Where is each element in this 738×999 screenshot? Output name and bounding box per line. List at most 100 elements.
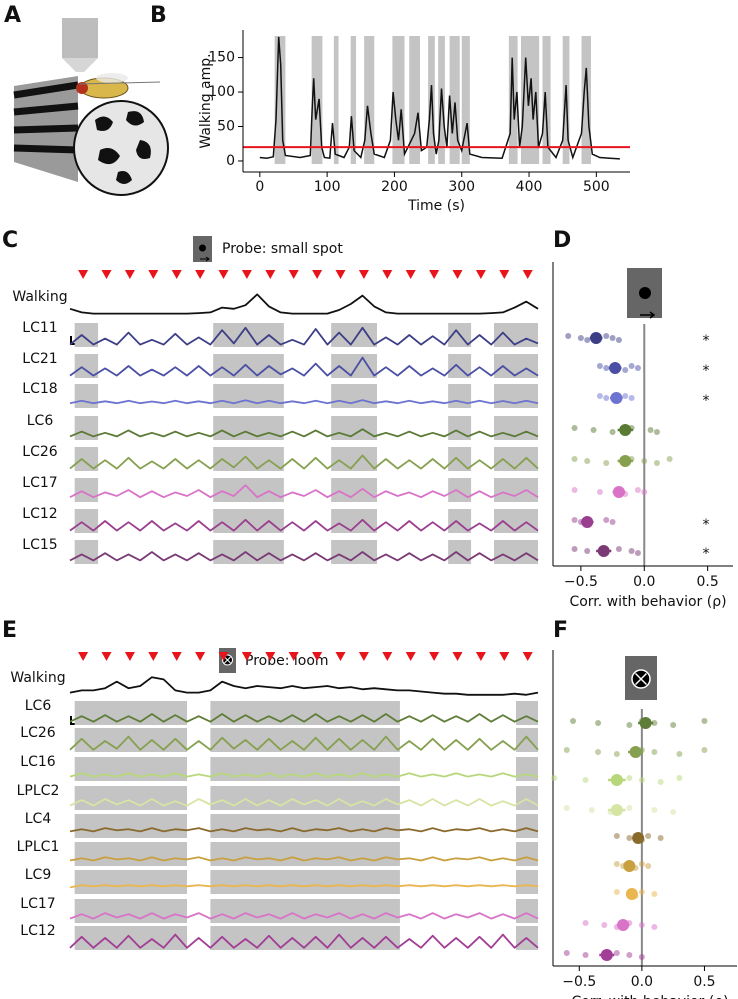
mean-point: [639, 717, 652, 729]
walking-bout: [331, 478, 378, 502]
animal-point: [563, 747, 570, 753]
x-tick-label: 300: [448, 179, 475, 195]
significance: *: [703, 517, 710, 533]
walking-bout: [392, 36, 405, 164]
animal-point: [582, 952, 589, 958]
x-tick-label: −0.5: [562, 974, 596, 990]
activity-trace: [69, 326, 539, 346]
x-tick-label: 0.0: [633, 574, 655, 590]
walking-bout: [409, 36, 421, 164]
walking-bout: [74, 870, 187, 894]
animal-point: [596, 489, 603, 495]
stimulus-marker: [452, 652, 463, 661]
animal-point: [651, 924, 658, 930]
walking-bout: [74, 540, 99, 564]
objective-tip: [62, 58, 98, 72]
activity-trace: [69, 735, 539, 751]
animal-point: [651, 807, 658, 813]
animal-point: [551, 775, 558, 781]
walking-bout: [213, 354, 284, 378]
activity-trace: [69, 428, 539, 438]
animal-point: [638, 889, 645, 895]
animal-point: [651, 891, 658, 897]
panel-label: C: [2, 228, 18, 253]
significance: *: [703, 333, 710, 349]
activity-trace: [69, 884, 539, 889]
mean-point: [597, 545, 610, 557]
animal-point: [638, 922, 645, 928]
animal-point: [603, 517, 610, 523]
animal-point: [571, 456, 578, 462]
stimulus-marker: [288, 270, 299, 279]
walking-bout: [331, 416, 378, 440]
animal-point: [609, 429, 616, 435]
animal-point: [563, 950, 570, 956]
mean-point: [629, 746, 642, 758]
stimulus-marker: [335, 652, 346, 661]
fly-wing: [96, 73, 128, 83]
icon-loom: [219, 648, 236, 673]
probe-title: Probe: small spot: [222, 241, 343, 257]
x-tick-label: 0.5: [697, 574, 719, 590]
animal-point: [701, 718, 708, 724]
walking-bout: [516, 814, 538, 838]
animal-point: [626, 835, 633, 841]
activity-trace: [69, 713, 539, 723]
stimulus-marker: [288, 652, 299, 661]
animal-point: [670, 809, 677, 815]
walking-bout: [494, 478, 538, 502]
stimulus-marker: [429, 652, 440, 661]
animal-point: [676, 751, 683, 757]
walking-trace: [259, 36, 620, 160]
animal-point: [615, 337, 622, 343]
objective: [62, 18, 98, 58]
stimulus-marker: [101, 652, 112, 661]
x-tick-label: 0.0: [631, 974, 653, 990]
animal-point: [584, 337, 591, 343]
activity-trace: [69, 293, 539, 315]
trace-label: LC15: [22, 537, 57, 553]
animal-point: [582, 777, 589, 783]
walking-bout: [516, 899, 538, 923]
animal-point: [638, 861, 645, 867]
walking-bout: [74, 814, 187, 838]
mean-point: [619, 455, 632, 467]
icon-loom-large: [625, 656, 657, 700]
walking-bout: [311, 36, 323, 164]
animal-point: [590, 427, 597, 433]
walking-bout: [331, 384, 378, 408]
walking-bout: [210, 814, 400, 838]
animal-point: [584, 548, 591, 554]
walking-bout: [74, 447, 99, 471]
activity-trace: [69, 798, 539, 807]
ball-spots: [95, 111, 151, 184]
animal-point: [563, 805, 570, 811]
stimulus-marker: [148, 652, 159, 661]
walking-bout: [74, 416, 99, 440]
trace-label: Walking: [12, 289, 67, 305]
trace-label: LC17: [22, 475, 57, 491]
stimulus-marker: [382, 652, 393, 661]
walking-bout: [213, 478, 284, 502]
stimulus-marker: [241, 270, 252, 279]
walking-bout: [448, 416, 472, 440]
animal-point: [638, 954, 645, 960]
walking-bout: [448, 478, 472, 502]
walking-bout: [448, 384, 472, 408]
walking-bout: [364, 36, 375, 164]
significance: *: [703, 363, 710, 379]
trace-label: LC17: [20, 896, 55, 912]
animal-point: [596, 393, 603, 399]
animal-point: [571, 517, 578, 523]
mean-point: [617, 919, 630, 931]
y-tick-label: 0: [226, 153, 235, 169]
mean-point: [610, 774, 623, 786]
holder: [79, 81, 161, 85]
walking-bout: [74, 384, 99, 408]
walking-bout: [213, 416, 284, 440]
animal-point: [571, 546, 578, 552]
stimulus-marker: [78, 652, 89, 661]
stimulus-marker: [171, 270, 182, 279]
animal-point: [634, 487, 641, 493]
stimulus-marker: [475, 270, 486, 279]
